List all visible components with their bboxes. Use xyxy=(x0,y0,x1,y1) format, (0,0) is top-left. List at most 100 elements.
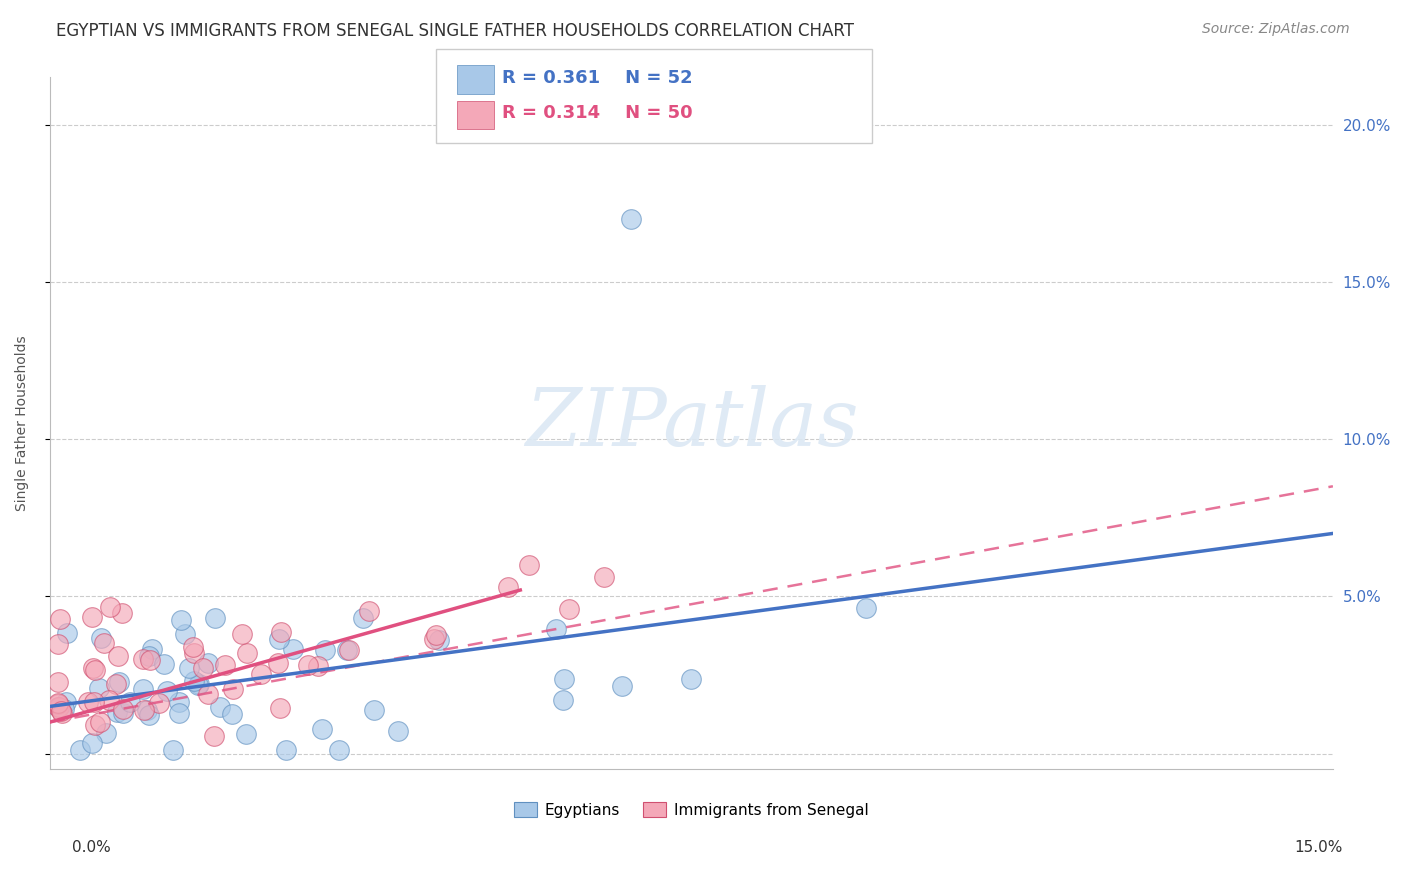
Point xyxy=(592,570,614,584)
Point xyxy=(139,652,162,666)
Point xyxy=(111,606,134,620)
Point xyxy=(48,700,70,714)
Point xyxy=(76,695,98,709)
Point xyxy=(314,643,336,657)
Point xyxy=(202,729,225,743)
Point xyxy=(236,646,259,660)
Point xyxy=(93,636,115,650)
Point xyxy=(80,610,103,624)
Point xyxy=(136,703,159,717)
Point xyxy=(98,692,121,706)
Point xyxy=(337,643,360,657)
Point xyxy=(235,727,257,741)
Point xyxy=(250,666,273,681)
Point xyxy=(120,695,142,709)
Point xyxy=(104,677,127,691)
Point xyxy=(546,622,568,636)
Point xyxy=(170,613,193,627)
Point xyxy=(297,657,319,672)
Point xyxy=(517,558,540,573)
Point xyxy=(276,743,298,757)
Point xyxy=(183,673,205,688)
Text: 0.0%: 0.0% xyxy=(72,840,111,855)
Point xyxy=(281,642,304,657)
Point xyxy=(183,646,205,660)
Point xyxy=(553,672,575,686)
Point xyxy=(105,705,128,719)
Point xyxy=(551,692,574,706)
Point xyxy=(82,736,104,750)
Point xyxy=(208,700,231,714)
Point xyxy=(148,697,170,711)
Point xyxy=(187,677,209,691)
Point xyxy=(152,657,174,671)
Point xyxy=(56,625,79,640)
Point xyxy=(204,611,226,625)
Point xyxy=(107,649,129,664)
Point xyxy=(311,722,333,736)
Point xyxy=(167,706,190,720)
Point xyxy=(83,695,105,709)
Point xyxy=(231,627,253,641)
Point xyxy=(167,695,190,709)
Text: 15.0%: 15.0% xyxy=(1295,840,1343,855)
Point xyxy=(48,674,70,689)
Point xyxy=(49,612,72,626)
Point xyxy=(425,628,447,642)
Point xyxy=(162,743,184,757)
Point xyxy=(387,723,409,738)
Text: Source: ZipAtlas.com: Source: ZipAtlas.com xyxy=(1202,22,1350,37)
Point xyxy=(112,702,135,716)
Point xyxy=(87,681,110,695)
Point xyxy=(328,743,350,757)
Point xyxy=(55,695,77,709)
Y-axis label: Single Father Households: Single Father Households xyxy=(15,335,30,511)
Point xyxy=(49,704,72,718)
Point xyxy=(94,725,117,739)
Point xyxy=(620,211,643,226)
Point xyxy=(270,624,292,639)
Point xyxy=(48,700,70,714)
Point xyxy=(48,697,70,711)
Point xyxy=(267,632,290,647)
Point xyxy=(197,687,219,701)
Point xyxy=(132,681,155,696)
Point xyxy=(214,657,236,672)
Point xyxy=(222,682,245,697)
Point xyxy=(181,640,204,654)
Point xyxy=(558,602,581,616)
Point xyxy=(352,611,374,625)
Point xyxy=(89,714,111,729)
Point xyxy=(267,656,290,670)
Point xyxy=(138,707,160,722)
Text: R = 0.314    N = 50: R = 0.314 N = 50 xyxy=(502,104,693,122)
Point xyxy=(177,661,200,675)
Point xyxy=(173,626,195,640)
Point xyxy=(84,717,107,731)
Text: R = 0.361    N = 52: R = 0.361 N = 52 xyxy=(502,69,693,87)
Point xyxy=(498,580,520,594)
Point xyxy=(156,684,179,698)
Legend: Egyptians, Immigrants from Senegal: Egyptians, Immigrants from Senegal xyxy=(508,796,875,824)
Point xyxy=(221,707,243,722)
Point xyxy=(307,659,329,673)
Point xyxy=(69,743,91,757)
Point xyxy=(357,604,380,618)
Point xyxy=(197,657,219,671)
Point xyxy=(48,696,70,710)
Point xyxy=(98,600,121,615)
Text: EGYPTIAN VS IMMIGRANTS FROM SENEGAL SINGLE FATHER HOUSEHOLDS CORRELATION CHART: EGYPTIAN VS IMMIGRANTS FROM SENEGAL SING… xyxy=(56,22,855,40)
Point xyxy=(363,703,385,717)
Point xyxy=(138,649,160,664)
Point xyxy=(187,678,209,692)
Point xyxy=(48,637,70,651)
Point xyxy=(132,652,155,666)
Point xyxy=(111,706,134,721)
Point xyxy=(612,679,634,693)
Point xyxy=(269,700,291,714)
Point xyxy=(82,660,104,674)
Point xyxy=(679,673,702,687)
Point xyxy=(427,632,450,647)
Point xyxy=(141,641,163,656)
Point xyxy=(53,701,76,715)
